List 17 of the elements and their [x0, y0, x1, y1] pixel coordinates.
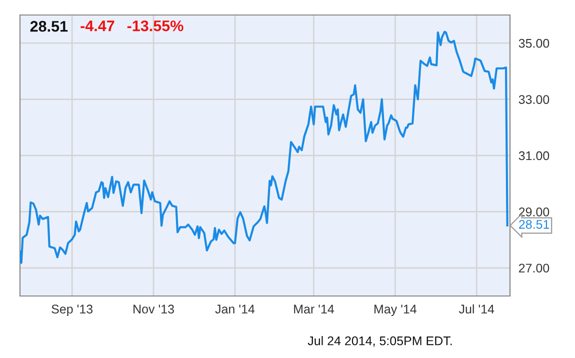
x-tick-label: May '14 [374, 304, 416, 316]
y-tick-label: 27.00 [518, 264, 550, 273]
line-series [20, 30, 508, 264]
annotation: -4.47 [80, 20, 114, 32]
x-tick-label: Jul '14 [458, 304, 494, 314]
x-tick-label: Sep '13 [52, 304, 93, 316]
text: Jul 24 2014, 5:05PM EDT. [308, 336, 452, 347]
y-tick-label: 35.00 [518, 38, 550, 48]
y-tick-label: 29.00 [518, 208, 550, 216]
x-tick-label: Jan '14 [215, 304, 255, 314]
x-tick-label: Nov '13 [134, 304, 174, 314]
chart-title: 28.51 [30, 20, 68, 32]
annotation: 28.51 [519, 220, 550, 229]
y-tick-label: 31.00 [518, 151, 550, 160]
x-tick-label: Mar '14 [294, 304, 334, 314]
annotation: -13.55% [127, 20, 184, 32]
y-tick-label: 33.00 [518, 95, 550, 104]
